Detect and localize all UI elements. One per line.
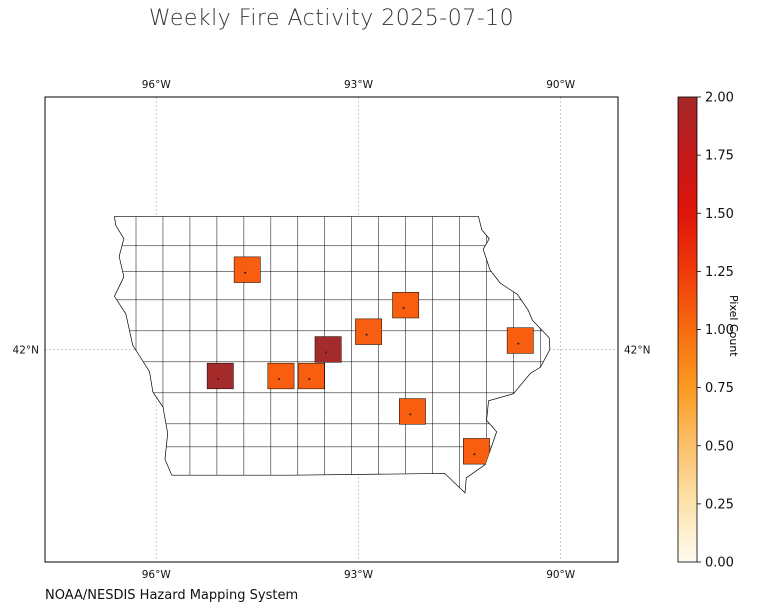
colorbar-tick-label: 1.00	[705, 323, 734, 338]
fire-detection-point	[365, 333, 368, 336]
colorbar-tick-label: 1.50	[705, 207, 734, 222]
fire-county	[267, 362, 295, 390]
hotspot-layer	[206, 256, 534, 465]
map-frame	[44, 96, 619, 563]
lon-tick-label-bottom: 93°W	[344, 569, 374, 581]
fire-detection-point	[409, 413, 412, 416]
fire-county	[398, 398, 426, 425]
colorbar-tick-label: 0.25	[705, 497, 734, 512]
fire-detection-point	[473, 453, 476, 456]
map-tick-labels: 96°W 96°W 93°W 93°W 90°W 90°W 42°N 42°N	[13, 79, 651, 581]
fire-detection-point	[244, 271, 247, 274]
lat-tick-label-left: 42°N	[13, 344, 39, 356]
fire-county	[297, 362, 325, 390]
colorbar-tick-label: 1.25	[705, 265, 734, 280]
map-title: Weekly Fire Activity 2025-07-10	[148, 6, 515, 31]
colorbar-tick-label: 2.00	[705, 91, 734, 106]
lon-tick-label-top: 90°W	[546, 79, 576, 91]
lon-tick-label-bottom: 96°W	[142, 569, 172, 581]
colorbar-tick-label: 0.00	[705, 556, 734, 571]
fire-detection-point	[517, 342, 520, 345]
fire-county	[206, 362, 234, 390]
colorbar-tick-label: 0.50	[705, 439, 734, 454]
fire-detection-point	[308, 378, 311, 380]
fire-county	[392, 292, 420, 319]
fire-county	[233, 256, 261, 283]
lon-tick-label-top: 93°W	[344, 79, 374, 91]
colorbar-tick-label: 0.75	[705, 381, 734, 396]
fire-county	[355, 318, 382, 345]
fire-detection-point	[217, 378, 220, 380]
fire-detection-point	[325, 351, 328, 354]
lon-tick-label-top: 96°W	[142, 79, 172, 91]
colorbar-tick-label: 1.75	[705, 149, 734, 164]
fire-county	[463, 438, 490, 465]
colorbar-label: Pixel Count	[727, 295, 740, 357]
colorbar	[677, 96, 698, 563]
colorbar-ticks: 0.00 0.25 0.50 0.75 1.00 1.25 1.50 1.75 2.00	[697, 91, 734, 571]
source-credit: NOAA/NESDIS Hazard Mapping System	[45, 588, 299, 603]
lat-tick-label-right: 42°N	[624, 344, 650, 356]
fire-county	[506, 327, 534, 354]
fire-detection-point	[277, 378, 280, 380]
fire-county	[314, 336, 342, 363]
fire-detection-point	[402, 307, 405, 310]
state-outline	[114, 216, 551, 494]
lon-tick-label-bottom: 90°W	[546, 569, 576, 581]
